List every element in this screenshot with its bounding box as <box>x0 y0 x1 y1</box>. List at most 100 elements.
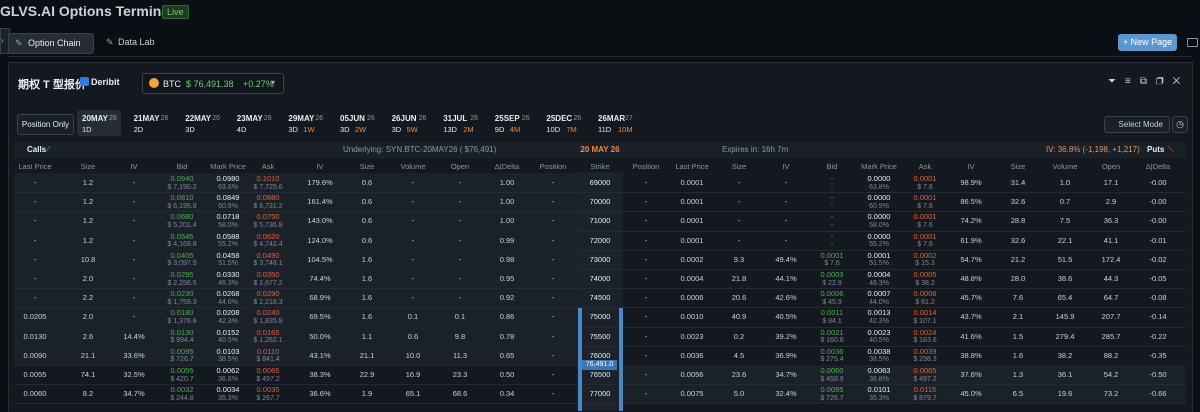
expiry-tab-active[interactable] <box>77 110 121 136</box>
price-cell[interactable]: 0.0001 <box>913 174 937 183</box>
camera-icon[interactable] <box>1187 38 1198 47</box>
price-cell[interactable]: 0.0680 <box>170 212 194 222</box>
price-cell[interactable]: 0.0011 <box>820 308 844 318</box>
selection-bar <box>619 308 623 411</box>
price-cell[interactable]: 0.0003 <box>820 270 844 279</box>
price-cell[interactable]: - <box>830 193 834 203</box>
price-cell[interactable]: 0.0060 <box>820 366 844 375</box>
expiry-date[interactable]: 29MAY <box>288 114 315 123</box>
cell: - <box>644 197 648 207</box>
tab[interactable]: ✎ Option Chain <box>8 33 94 54</box>
expiry-date[interactable]: 21MAY <box>133 114 160 123</box>
strike[interactable]: 75000 <box>589 312 611 322</box>
price-cell[interactable]: 0.0180 <box>170 308 194 318</box>
column-header: Position <box>539 162 567 171</box>
price-cell[interactable]: 0.0115 <box>913 385 937 395</box>
icon: ✎ <box>106 37 114 47</box>
price-cell[interactable]: 0.0024 <box>913 327 937 337</box>
change: +0.27% <box>243 79 274 89</box>
clock-button[interactable]: ◷ <box>1172 116 1188 133</box>
price-cell[interactable]: 0.0014 <box>913 308 937 318</box>
price-cell[interactable]: 0.0940 <box>170 174 194 183</box>
strike[interactable]: 74500 <box>589 293 611 303</box>
price-cell[interactable]: 0.0001 <box>913 231 937 241</box>
price-cell[interactable]: 0.0002 <box>913 250 937 260</box>
strike[interactable]: 71000 <box>589 216 611 226</box>
cell: 42.6% <box>775 293 797 303</box>
cell: - <box>33 274 37 283</box>
position-only-button[interactable]: Position Only <box>17 114 74 135</box>
expiry-date[interactable]: 31JUL <box>443 114 468 123</box>
sub-value: 46.3% <box>218 279 238 287</box>
price-cell[interactable]: 0.0810 <box>170 193 194 203</box>
strike[interactable]: 76500 <box>589 370 611 379</box>
price-cell[interactable]: 0.0065 <box>913 366 937 375</box>
price-cell[interactable]: 0.0750 <box>256 212 280 222</box>
price-cell[interactable]: 0.0008 <box>913 289 937 299</box>
strike[interactable]: 72000 <box>589 235 611 245</box>
price-cell[interactable]: 0.0130 <box>170 327 194 337</box>
price-cell[interactable]: 0.0001 <box>820 250 844 260</box>
expiry-date[interactable]: 20MAY <box>82 114 108 123</box>
strike[interactable]: 76000 <box>589 350 611 360</box>
price-cell[interactable]: 0.0880 <box>256 193 280 203</box>
cell: - <box>33 197 37 207</box>
price-cell[interactable]: 0.1010 <box>256 174 280 183</box>
price-cell[interactable]: 0.0039 <box>913 346 937 356</box>
expiry-date[interactable]: 05JUN <box>340 114 365 123</box>
asset-selector[interactable]: BTC $ 76,491.38 +0.27% ▾ <box>142 73 284 94</box>
price-cell[interactable]: 0.0405 <box>170 250 194 260</box>
expiry-date[interactable]: 22MAY <box>185 114 212 123</box>
price-cell[interactable]: 0.0545 <box>170 231 194 241</box>
itm-call-shade <box>14 346 577 366</box>
price-cell[interactable]: 0.0095 <box>170 346 194 356</box>
new-page-button[interactable]: + New Page <box>1118 34 1177 51</box>
price-cell[interactable]: 0.0240 <box>256 308 280 318</box>
price-cell[interactable]: - <box>830 212 834 222</box>
sub-value: 40.5% <box>218 337 238 345</box>
price-cell[interactable]: 0.0290 <box>256 289 280 299</box>
expiry-date[interactable]: 25SEP <box>494 114 520 123</box>
price-cell[interactable]: 0.0095 <box>820 385 844 395</box>
price-cell[interactable]: 0.0620 <box>256 231 280 241</box>
expiry-span: 10M <box>618 125 633 134</box>
cell: - <box>132 274 136 283</box>
price-cell[interactable]: 0.0032 <box>170 385 194 395</box>
select-mode-button[interactable]: Select Mode <box>1104 116 1170 133</box>
price-cell[interactable]: 0.0035 <box>256 385 280 395</box>
price-cell[interactable]: 0.0001 <box>913 193 937 203</box>
strike[interactable]: 69000 <box>589 178 611 187</box>
strike[interactable]: 73000 <box>589 254 611 264</box>
strike[interactable]: 75500 <box>589 331 611 341</box>
expiry-date[interactable]: 23MAY <box>236 114 263 123</box>
price-cell[interactable]: 0.0065 <box>256 366 280 375</box>
price-cell[interactable]: 0.0165 <box>256 327 280 337</box>
tab[interactable]: ✎ Data Lab <box>100 33 160 52</box>
expiry-date[interactable]: 25DEC <box>546 114 573 123</box>
strike[interactable]: 77000 <box>589 389 611 399</box>
price-cell[interactable]: 0.0490 <box>256 250 280 260</box>
expiry-date[interactable]: 26JUN <box>391 114 417 123</box>
cell: 9.3 <box>733 254 745 264</box>
sub-value: $ 841.4 <box>256 356 280 364</box>
sub-value: $ 1,262.1 <box>253 337 283 345</box>
price-cell[interactable]: 0.0001 <box>913 212 937 222</box>
price-cell[interactable]: 0.0036 <box>820 346 844 356</box>
toolbar-icons[interactable]: ⏷≡⧉❐✕ <box>1108 76 1190 87</box>
cell: 7.6 <box>1012 293 1024 303</box>
price-cell[interactable]: 0.0005 <box>913 270 937 279</box>
price-cell[interactable]: - <box>830 174 834 183</box>
strike[interactable]: 74000 <box>589 274 611 283</box>
sub-value: $ 7,725.6 <box>253 183 283 191</box>
price-cell[interactable]: - <box>830 231 834 241</box>
expiry-date[interactable]: 26MAR <box>598 114 626 123</box>
price-cell[interactable]: 0.0055 <box>170 366 194 375</box>
price-cell[interactable]: 0.0350 <box>256 270 280 279</box>
price-cell[interactable]: 0.0230 <box>170 289 194 299</box>
price-cell[interactable]: 0.0295 <box>170 270 194 279</box>
price-cell[interactable]: 0.0110 <box>256 346 280 356</box>
sub-value: $ 420.7 <box>170 375 194 383</box>
price-cell[interactable]: 0.0021 <box>820 327 844 337</box>
price-cell[interactable]: 0.0006 <box>820 289 844 299</box>
strike[interactable]: 70000 <box>589 197 611 207</box>
